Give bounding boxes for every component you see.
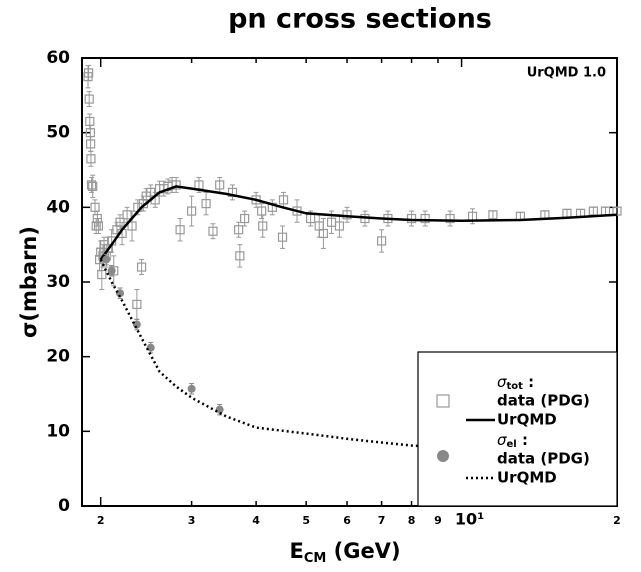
data-point — [97, 269, 107, 280]
legend-subscript: el — [507, 439, 517, 450]
x-tick-label: 10¹ — [455, 510, 484, 529]
annotation: UrQMD 1.0 — [527, 66, 606, 81]
data-point — [88, 181, 98, 192]
data-point — [234, 225, 244, 235]
y-tick-label: 20 — [46, 347, 70, 367]
data-point — [175, 225, 185, 235]
x-tick-label: 4 — [252, 514, 260, 527]
data-point — [318, 228, 329, 239]
y-tick-label: 40 — [46, 197, 70, 217]
data-point — [488, 210, 498, 220]
legend-subscript: tot — [507, 381, 524, 392]
data-point — [445, 213, 455, 224]
data-point — [208, 226, 218, 236]
legend-swatch — [436, 394, 450, 408]
data-point — [215, 405, 224, 414]
data-point — [334, 221, 345, 231]
data-point — [136, 262, 147, 272]
x-tick-label: 3 — [188, 514, 196, 527]
legend-label: UrQMD — [497, 469, 557, 487]
data-point — [258, 221, 268, 231]
x-tick-label: 8 — [408, 514, 416, 527]
data-point — [107, 266, 116, 275]
data-point — [93, 221, 104, 231]
data-point — [420, 213, 430, 224]
data-point — [86, 154, 96, 164]
x-label-rest: (GeV) — [326, 539, 400, 563]
y-tick-label: 60 — [46, 48, 70, 68]
y-tick-label: 10 — [46, 421, 70, 441]
x-tick-label: 2 — [613, 514, 621, 527]
legend-header: σtot : — [497, 373, 534, 393]
data-point — [122, 210, 132, 220]
legend-label: data (PDG) — [497, 392, 590, 410]
legend-header: σel : — [497, 431, 528, 451]
x-tick-label: 7 — [378, 514, 386, 527]
plot-area — [83, 64, 622, 449]
y-tick-label: 30 — [46, 272, 70, 292]
data-point — [406, 213, 417, 224]
x-axis-label: ECM (GeV) — [289, 539, 400, 566]
data-point — [132, 299, 142, 309]
data-point — [201, 199, 211, 209]
y-tick-label: 0 — [58, 496, 70, 516]
legend-box — [417, 351, 618, 507]
y-tick-label: 50 — [46, 123, 70, 143]
legend-swatch — [437, 450, 449, 462]
data-point — [240, 213, 250, 224]
legend-label: UrQMD — [497, 411, 557, 429]
x-label-sub: CM — [304, 551, 326, 566]
legend-label: data (PDG) — [497, 450, 590, 468]
data-point — [86, 139, 96, 149]
legend-symbol: σ — [497, 373, 507, 391]
x-tick-label: 6 — [343, 514, 351, 527]
data-point — [86, 180, 97, 190]
data-point — [171, 180, 181, 190]
y-axis-label: σ(mbarn) — [17, 226, 41, 338]
data-point — [187, 206, 197, 216]
chart-title: pn cross sections — [228, 4, 492, 35]
data-point — [235, 251, 245, 261]
x-tick-label: 9 — [434, 514, 442, 527]
data-point — [84, 68, 94, 78]
data-point — [102, 255, 111, 264]
x-label-main: E — [289, 539, 303, 563]
legend-suffix: : — [523, 373, 534, 391]
legend-suffix: : — [517, 431, 528, 449]
x-tick-label: 5 — [302, 514, 310, 527]
data-point — [84, 94, 94, 104]
data-point — [187, 384, 196, 393]
data-point — [127, 221, 137, 231]
data-point — [278, 195, 289, 205]
data-point — [277, 232, 288, 242]
data-point — [377, 236, 387, 246]
line-series — [99, 185, 618, 261]
x-tick-label: 2 — [97, 514, 105, 527]
legend-symbol: σ — [497, 431, 507, 449]
data-point — [215, 180, 225, 190]
data-point — [146, 343, 155, 352]
